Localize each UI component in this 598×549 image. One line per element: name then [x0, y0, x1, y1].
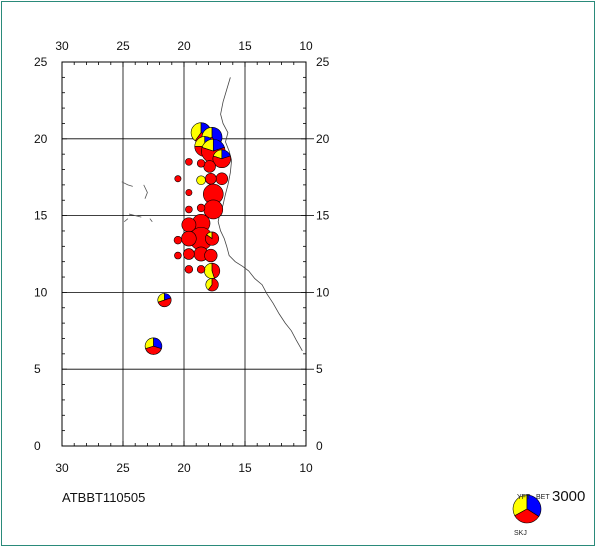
- catch-pie: [183, 248, 195, 260]
- x-tick-label-top: 15: [238, 39, 252, 53]
- x-tick-label-top: 20: [177, 39, 191, 53]
- y-tick-label-left: 0: [34, 439, 41, 453]
- y-tick-label-right: 25: [316, 55, 330, 69]
- y-tick-label-right: 15: [316, 209, 330, 223]
- catch-pie: [184, 265, 194, 274]
- pie-slice-skj: [173, 236, 183, 245]
- y-tick-label-left: 10: [34, 285, 48, 299]
- x-tick-label-bottom: 25: [116, 461, 130, 475]
- catch-pie: [173, 236, 183, 245]
- catch-pie: [157, 293, 172, 308]
- x-tick-label-bottom: 30: [55, 461, 69, 475]
- catch-pie: [203, 160, 216, 173]
- coastline: [121, 77, 303, 351]
- pie-slice-skj: [196, 265, 206, 274]
- legend-pie: [512, 494, 542, 524]
- pie-slice-skj: [174, 175, 182, 183]
- grid-lines: [62, 62, 314, 446]
- y-tick-label-left: 25: [34, 55, 48, 69]
- catch-pie: [204, 262, 221, 279]
- legend-pie-icon: [512, 494, 542, 524]
- pie-slice-skj: [196, 203, 206, 213]
- x-tick-label-top: 10: [299, 39, 313, 53]
- y-tick-label-right: 0: [316, 439, 323, 453]
- catch-pie: [205, 172, 217, 185]
- legend-bet-label: BET: [536, 494, 550, 501]
- pie-slice-skj: [215, 172, 229, 185]
- x-tick-label-top: 30: [55, 39, 69, 53]
- pie-slice-skj: [183, 248, 195, 260]
- pie-slice-skj: [211, 262, 221, 279]
- island-outline: [149, 218, 153, 222]
- catch-pie: [185, 158, 193, 166]
- y-tick-label-left: 15: [34, 209, 48, 223]
- pie-slice-skj: [205, 172, 217, 185]
- catch-pie: [185, 205, 193, 214]
- catch-pie: [205, 231, 220, 246]
- coastline-africa: [217, 77, 303, 351]
- catch-pie: [144, 337, 163, 355]
- island-outline: [129, 213, 142, 218]
- pie-slice-skj: [184, 265, 194, 274]
- pie-slice-yft: [512, 494, 528, 517]
- pie-slice-skj: [174, 251, 182, 260]
- x-tick-label-top: 25: [116, 39, 130, 53]
- pie-slice-skj: [205, 231, 220, 246]
- legend-yft-label: YFT: [517, 494, 531, 501]
- pie-slice-skj: [212, 155, 232, 169]
- island-outline: [121, 181, 133, 187]
- catch-pie: [185, 189, 193, 197]
- x-tick-label-bottom: 20: [177, 461, 191, 475]
- y-tick-label-left: 5: [34, 362, 41, 376]
- catch-pie: [181, 230, 197, 247]
- x-tick-label-bottom: 15: [238, 461, 252, 475]
- legend-scale-value: 3000: [552, 488, 586, 505]
- pie-slice-yft: [196, 175, 206, 186]
- x-tick-label-bottom: 10: [299, 461, 313, 475]
- catch-pie: [174, 175, 182, 183]
- catch-pie: [196, 203, 206, 213]
- pie-slice-skj: [514, 508, 540, 524]
- pie-slice-skj: [203, 160, 216, 173]
- pie-slice-skj: [207, 278, 219, 292]
- catch-pie: [204, 248, 218, 263]
- catch-pie: [196, 159, 206, 168]
- pie-slice-skj: [181, 230, 197, 247]
- catch-pie: [174, 251, 182, 260]
- map-code-label: ATBBT110505: [62, 490, 146, 505]
- pie-slice-skj: [185, 158, 193, 166]
- y-tick-label-right: 10: [316, 285, 330, 299]
- catch-pie: [215, 172, 229, 185]
- axis-ticks: [61, 61, 307, 447]
- legend-skj-label: SKJ: [514, 530, 527, 537]
- catch-pie: [212, 149, 232, 169]
- catch-pie: [205, 278, 219, 292]
- pie-slice-skj: [196, 159, 206, 168]
- pie-slice-skj: [185, 189, 193, 197]
- pie-slice-skj: [145, 345, 162, 355]
- pie-slice-skj: [204, 248, 218, 263]
- catch-pies: [144, 122, 232, 355]
- y-tick-label-right: 5: [316, 362, 323, 376]
- catch-pie: [196, 265, 206, 274]
- pie-slice-skj: [185, 205, 193, 214]
- y-tick-label-left: 20: [34, 132, 48, 146]
- catch-pie: [196, 175, 206, 186]
- island-outline: [123, 218, 129, 223]
- pie-slice-yft: [190, 122, 202, 142]
- pie-slice-skj: [157, 297, 172, 308]
- y-tick-label-right: 20: [316, 132, 330, 146]
- island-outline: [143, 184, 148, 199]
